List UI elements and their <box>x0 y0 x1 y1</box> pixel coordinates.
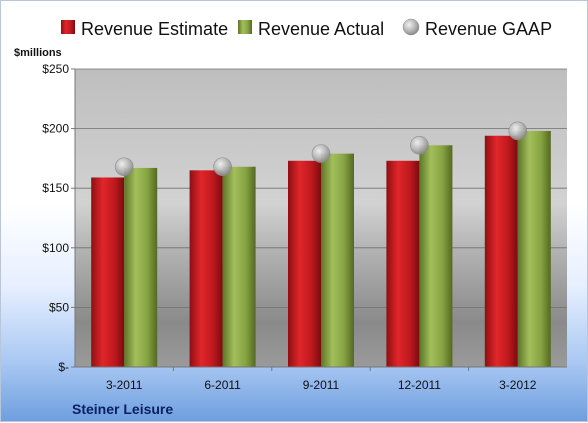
x-tick-label: 9-2011 <box>303 378 340 392</box>
bars <box>91 130 551 367</box>
bar-revenue-actual <box>124 167 158 367</box>
y-tick-label: $- <box>58 360 69 374</box>
y-tick-label: $200 <box>42 122 69 136</box>
bar-revenue-actual <box>222 166 256 367</box>
bar-revenue-estimate <box>288 160 321 367</box>
legend-label-estimate: Revenue Estimate <box>81 19 228 39</box>
y-tick-label: $50 <box>49 300 69 314</box>
bar-revenue-actual <box>517 130 551 367</box>
y-tick-label: $150 <box>42 181 69 195</box>
legend: Revenue Estimate Revenue Actual Revenue … <box>61 18 552 39</box>
gaap-markers <box>114 121 528 177</box>
y-tick-label: $250 <box>42 62 69 76</box>
marker-revenue-gaap <box>213 157 232 177</box>
bar-revenue-actual <box>321 153 354 367</box>
unit-label: $millions <box>14 47 62 59</box>
company-name: Steiner Leisure <box>72 401 173 417</box>
legend-swatch-actual <box>238 20 252 34</box>
legend-label-actual: Revenue Actual <box>258 19 384 39</box>
legend-label-gaap: Revenue GAAP <box>425 19 552 39</box>
marker-revenue-gaap <box>114 157 134 177</box>
y-tick-label: $100 <box>42 241 69 255</box>
x-tick-label: 12-2011 <box>398 378 441 392</box>
y-axis-ticks: $- $50 $100 $150 $200 $250 <box>42 62 75 374</box>
legend-swatch-estimate <box>61 20 75 34</box>
marker-revenue-gaap <box>410 135 429 155</box>
marker-revenue-gaap <box>311 144 331 163</box>
bar-revenue-actual <box>419 145 453 367</box>
bar-revenue-estimate <box>386 160 420 367</box>
bar-revenue-estimate <box>91 177 125 367</box>
marker-revenue-gaap <box>508 121 528 141</box>
legend-marker-gaap <box>402 18 420 36</box>
bar-revenue-estimate <box>484 135 518 367</box>
x-tick-label: 6-2011 <box>204 378 241 392</box>
bar-revenue-estimate <box>189 170 223 367</box>
x-tick-label: 3-2011 <box>106 378 143 392</box>
x-tick-label: 3-2012 <box>499 378 537 392</box>
x-axis-ticks: 3-2011 6-2011 9-2011 12-2011 3-2012 <box>106 367 537 392</box>
